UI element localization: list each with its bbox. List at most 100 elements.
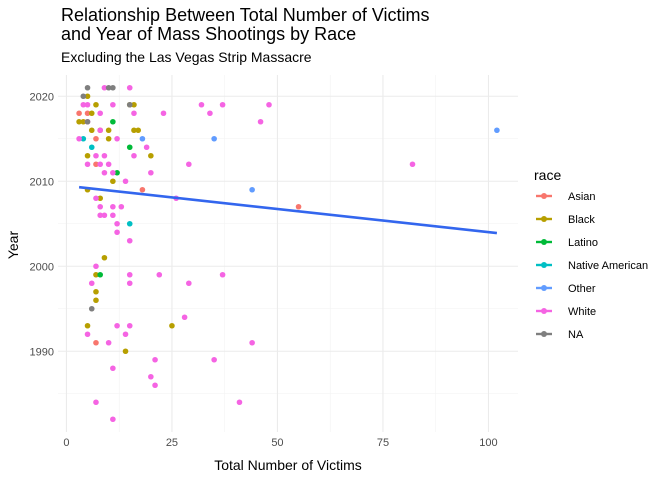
data-point bbox=[80, 93, 87, 100]
data-point bbox=[88, 144, 95, 151]
data-point bbox=[84, 152, 91, 159]
x-tick-label: 50 bbox=[271, 437, 283, 449]
data-point bbox=[76, 135, 82, 142]
data-point bbox=[110, 84, 116, 91]
x-axis-ticks: 0 25 50 75 100 bbox=[63, 437, 497, 449]
data-point bbox=[80, 101, 87, 108]
data-point bbox=[126, 144, 133, 151]
data-point bbox=[131, 110, 137, 117]
legend-key-point bbox=[541, 239, 547, 245]
data-point bbox=[93, 288, 99, 295]
data-point bbox=[110, 203, 116, 210]
x-tick-label: 100 bbox=[479, 437, 497, 449]
data-point bbox=[409, 161, 416, 168]
data-point bbox=[126, 84, 133, 91]
y-axis-title: Year bbox=[5, 231, 21, 260]
y-tick-label: 1990 bbox=[30, 346, 54, 358]
data-point bbox=[105, 339, 112, 346]
data-point bbox=[156, 271, 163, 278]
data-point bbox=[97, 203, 104, 210]
data-point bbox=[84, 118, 91, 125]
legend: race Asian Black Latino Native American Othe… bbox=[534, 167, 648, 341]
data-point bbox=[80, 135, 87, 142]
data-point bbox=[295, 203, 302, 210]
data-point bbox=[84, 93, 91, 100]
data-point bbox=[93, 339, 99, 346]
data-point bbox=[93, 195, 99, 202]
y-tick-label: 2010 bbox=[30, 176, 54, 188]
data-point bbox=[160, 110, 167, 117]
data-point bbox=[105, 161, 112, 168]
data-points bbox=[76, 84, 500, 423]
data-point bbox=[97, 212, 104, 219]
data-point bbox=[110, 416, 116, 423]
data-point bbox=[88, 110, 95, 117]
data-point bbox=[93, 263, 99, 270]
data-point bbox=[97, 195, 104, 202]
legend-key-point bbox=[541, 216, 547, 222]
data-point bbox=[110, 101, 116, 108]
data-point bbox=[93, 152, 99, 159]
data-point bbox=[126, 237, 133, 244]
legend-key-point bbox=[541, 308, 547, 314]
data-point bbox=[80, 118, 87, 125]
data-point bbox=[93, 135, 99, 142]
data-point bbox=[181, 314, 188, 321]
data-point bbox=[211, 135, 217, 142]
trend-line-group bbox=[78, 185, 498, 235]
data-point bbox=[114, 169, 120, 176]
data-point bbox=[93, 271, 99, 278]
data-point bbox=[88, 127, 95, 134]
data-point bbox=[122, 331, 129, 338]
data-point bbox=[93, 161, 99, 168]
legend-label: Other bbox=[568, 283, 596, 295]
data-point bbox=[131, 152, 137, 159]
data-point bbox=[122, 348, 129, 355]
data-point bbox=[84, 84, 91, 91]
data-point bbox=[93, 101, 99, 108]
data-point bbox=[84, 322, 91, 329]
data-point bbox=[84, 110, 91, 117]
data-point bbox=[97, 110, 104, 117]
legend-label: Asian bbox=[568, 191, 596, 203]
data-point bbox=[93, 297, 99, 304]
y-axis-ticks: 1990 2000 2010 2020 bbox=[30, 91, 54, 358]
grid bbox=[58, 75, 518, 432]
data-point bbox=[148, 152, 154, 159]
data-point bbox=[152, 356, 158, 363]
legend-key-point bbox=[541, 285, 547, 291]
legend-key-point bbox=[541, 331, 547, 337]
y-tick-label: 2000 bbox=[30, 261, 54, 273]
data-point bbox=[105, 84, 112, 91]
data-point bbox=[110, 365, 116, 372]
data-point bbox=[152, 382, 158, 389]
data-point bbox=[126, 271, 133, 278]
legend-key-point bbox=[541, 262, 547, 268]
data-point bbox=[84, 101, 91, 108]
data-point bbox=[148, 373, 154, 380]
data-point bbox=[101, 169, 108, 176]
data-point bbox=[198, 101, 205, 108]
data-point bbox=[114, 220, 120, 227]
trend-line bbox=[78, 185, 498, 235]
x-tick-label: 0 bbox=[63, 437, 69, 449]
data-point bbox=[266, 101, 272, 108]
chart-title-line-2: and Year of Mass Shootings by Race bbox=[61, 24, 356, 44]
legend-label: Black bbox=[568, 214, 595, 226]
data-point bbox=[76, 110, 82, 117]
data-point bbox=[101, 212, 108, 219]
data-point bbox=[148, 169, 154, 176]
chart-subtitle: Excluding the Las Vegas Strip Massacre bbox=[61, 49, 312, 65]
data-point bbox=[219, 271, 226, 278]
data-point bbox=[249, 339, 255, 346]
data-point bbox=[186, 161, 192, 168]
legend-label: Latino bbox=[568, 237, 598, 249]
data-point bbox=[84, 161, 91, 168]
x-tick-label: 25 bbox=[166, 437, 178, 449]
data-point bbox=[101, 152, 108, 159]
data-point bbox=[110, 169, 116, 176]
data-point bbox=[84, 331, 91, 338]
data-point bbox=[101, 254, 108, 261]
data-point bbox=[97, 161, 104, 168]
